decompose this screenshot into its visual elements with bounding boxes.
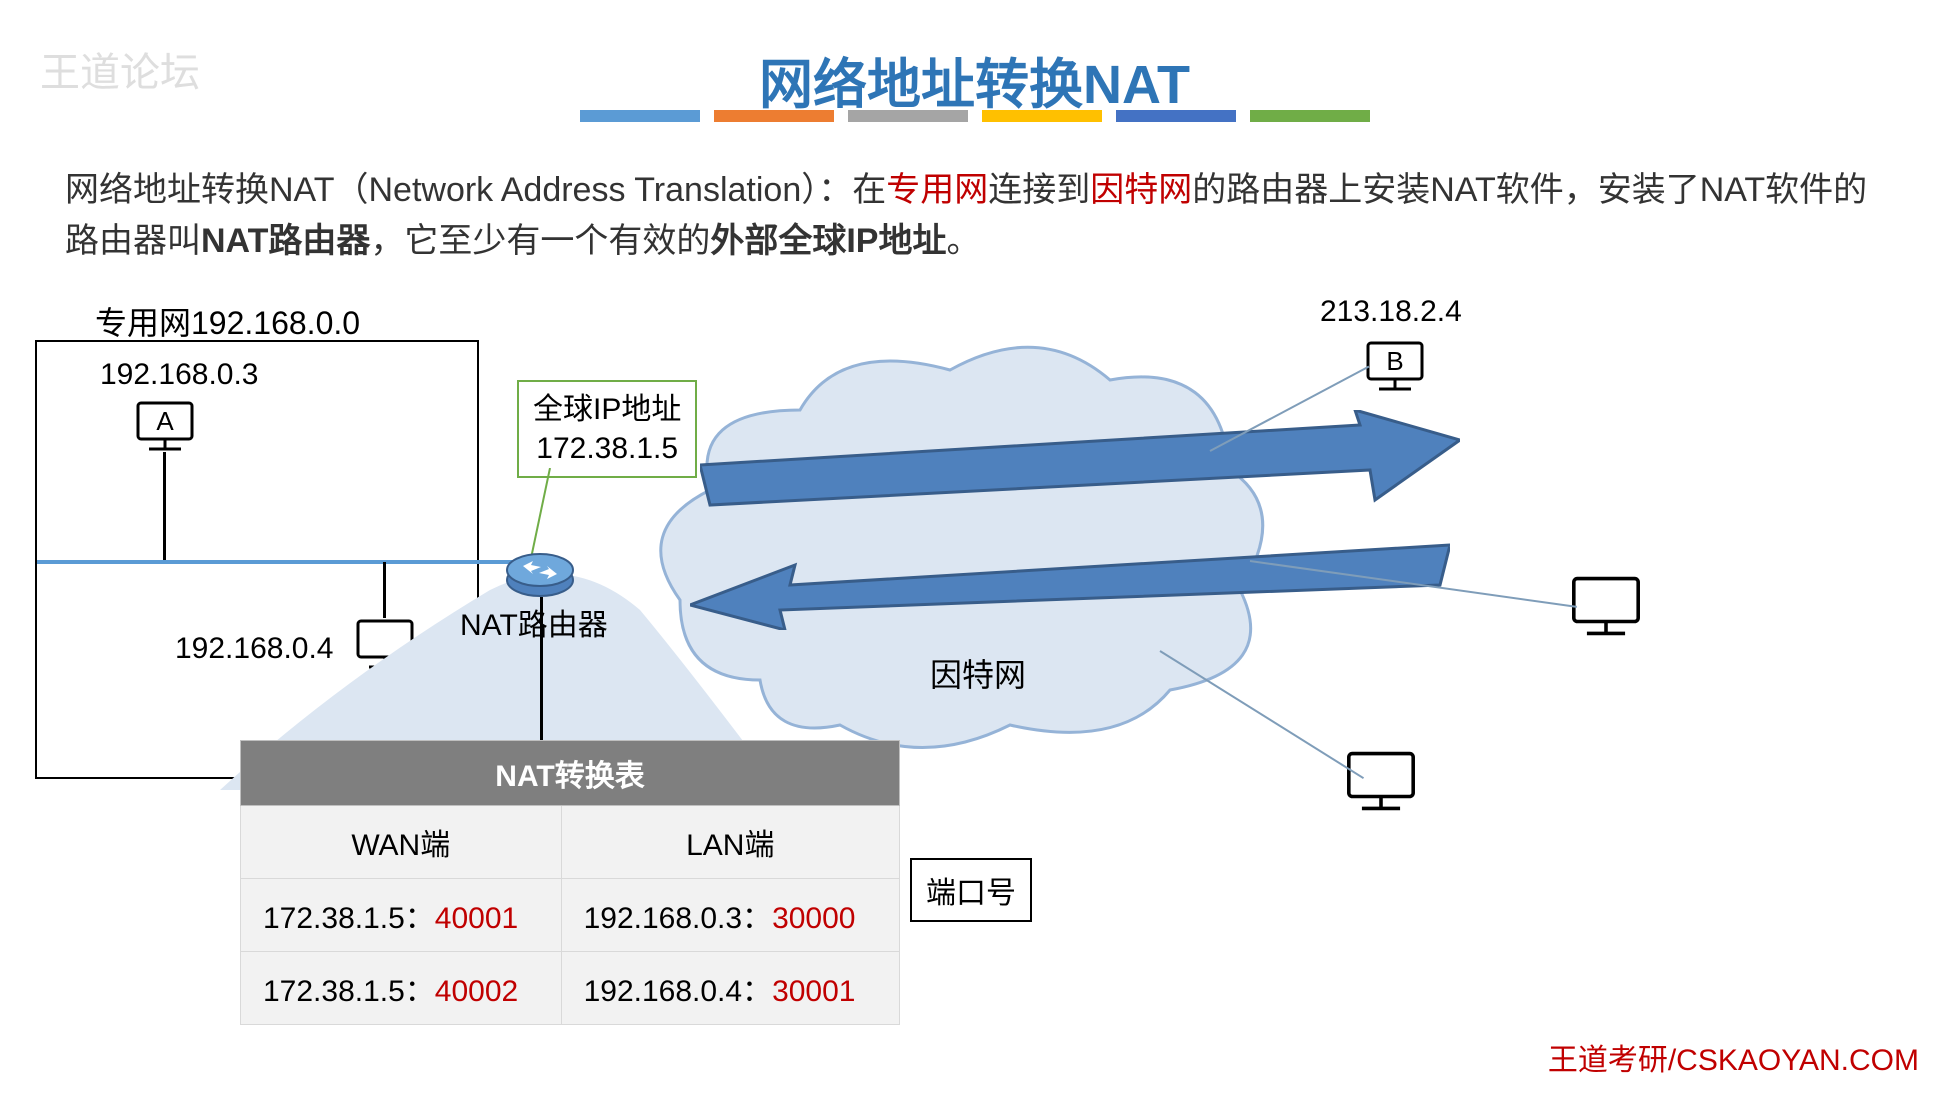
bar-5 — [1116, 110, 1236, 122]
nat-table-title: NAT转换表 — [241, 741, 900, 806]
desc-end: 。 — [946, 222, 980, 260]
r2-wan-ip: 172.38.1.5： — [263, 975, 435, 1008]
svg-text:B: B — [1386, 346, 1403, 376]
footer-brand: 王道考研/CSKAOYAN.COM — [1548, 1035, 1919, 1079]
port-label-box: 端口号 — [910, 858, 1032, 922]
router-line — [540, 597, 543, 747]
page-title: 网络地址转换NAT — [0, 40, 1949, 119]
desc-mid3: ，它至少有一个有效的 — [370, 222, 710, 260]
r1-wan-ip: 172.38.1.5： — [263, 902, 435, 935]
host-r2-icon — [1345, 750, 1417, 812]
desc-b2: 外部全球IP地址 — [710, 222, 946, 260]
private-net-title: 专用网192.168.0.0 — [95, 298, 360, 344]
bar-1 — [580, 110, 700, 122]
arrow-left — [690, 530, 1450, 630]
host-r1-icon — [1570, 575, 1642, 637]
host-b-ip: 213.18.2.4 — [1320, 295, 1462, 329]
desc-k1: 专用网 — [886, 171, 988, 209]
r2-lan-port: 30001 — [772, 975, 855, 1008]
host-a-icon: A — [135, 400, 195, 452]
nat-router-label: NAT路由器 — [460, 600, 608, 644]
r1-lan-port: 30000 — [772, 902, 855, 935]
nat-router-icon — [505, 548, 575, 603]
nat-row-2: 172.38.1.5：40002 192.168.0.4：30001 — [241, 952, 900, 1025]
bar-2 — [714, 110, 834, 122]
bar-3 — [848, 110, 968, 122]
bar-4 — [982, 110, 1102, 122]
bar-6 — [1250, 110, 1370, 122]
nat-col-wan: WAN端 — [241, 806, 562, 879]
host-a-drop — [163, 452, 166, 560]
desc-k2: 因特网 — [1090, 171, 1192, 209]
nat-col-lan: LAN端 — [561, 806, 899, 879]
description: 网络地址转换NAT（Network Address Translation）：在… — [65, 165, 1884, 267]
r2-lan-ip: 192.168.0.4： — [584, 975, 772, 1008]
r1-wan-port: 40001 — [435, 902, 518, 935]
nat-row-1: 172.38.1.5：40001 192.168.0.3：30000 — [241, 879, 900, 952]
title-bars — [580, 110, 1370, 122]
r2-wan-port: 40002 — [435, 975, 518, 1008]
cloud-label: 因特网 — [930, 650, 1026, 696]
host-a-ip: 192.168.0.3 — [100, 358, 258, 392]
arrow-right — [700, 410, 1460, 510]
host-b-icon: B — [1365, 340, 1425, 392]
r1-lan-ip: 192.168.0.3： — [584, 902, 772, 935]
svg-text:A: A — [156, 406, 174, 436]
desc-pre: 网络地址转换NAT（Network Address Translation）：在 — [65, 171, 886, 209]
desc-mid1: 连接到 — [988, 171, 1090, 209]
desc-b1: NAT路由器 — [201, 222, 370, 260]
nat-table: NAT转换表 WAN端 LAN端 172.38.1.5：40001 192.16… — [240, 740, 900, 1025]
